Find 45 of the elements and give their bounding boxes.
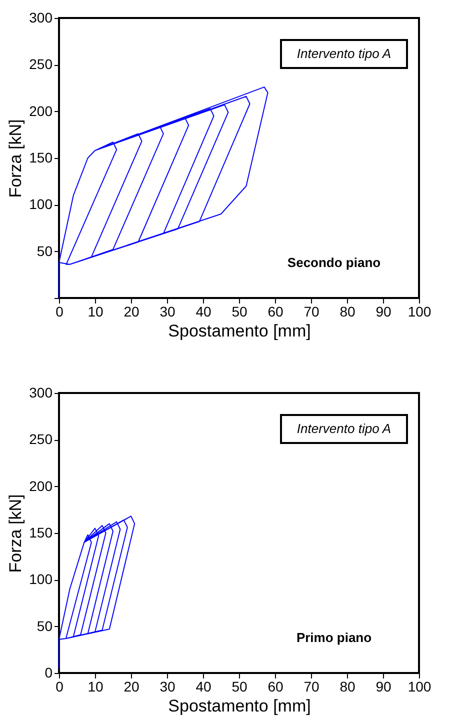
x-tick-label: 100 (408, 678, 432, 694)
x-tick-label: 60 (268, 678, 284, 694)
x-tick-label: 0 (56, 678, 64, 694)
x-axis-title: Spostamento [mm] (168, 696, 311, 716)
y-tick-label: 100 (29, 196, 53, 212)
annotation: Intervento tipo A (296, 46, 392, 61)
x-tick-label: 80 (340, 304, 356, 320)
x-tick-label: 0 (56, 304, 64, 320)
x-tick-label: 60 (268, 304, 284, 320)
y-tick-label: 250 (29, 56, 53, 72)
x-tick-label: 90 (376, 678, 392, 694)
x-tick-label: 30 (160, 678, 176, 694)
line-series (58, 516, 136, 669)
y-tick-label: 0 (44, 664, 53, 680)
x-tick-label: 50 (232, 304, 248, 320)
y-tick-label: 200 (29, 478, 53, 494)
y-axis-title: Forza [kN] (6, 119, 26, 198)
x-tick-label: 20 (124, 304, 140, 320)
x-tick-label: 50 (232, 678, 248, 694)
y-axis-title: Forza [kN] (6, 494, 26, 573)
x-tick-label: 10 (88, 678, 104, 694)
x-tick-label: 30 (160, 304, 176, 320)
annotation: Intervento tipo A (296, 421, 392, 436)
x-tick-label: 70 (304, 678, 320, 694)
x-tick-label: 90 (376, 304, 392, 320)
x-tick-label: 70 (304, 304, 320, 320)
y-tick-label: 50 (36, 618, 53, 634)
x-tick-label: 80 (340, 678, 356, 694)
y-tick-label: 300 (29, 384, 53, 400)
y-tick-label: 300 (29, 10, 53, 26)
x-tick-label: 40 (196, 304, 212, 320)
line-series (58, 86, 268, 298)
y-tick-label: 150 (29, 524, 53, 540)
x-tick-label: 100 (408, 304, 432, 320)
y-tick-label: 150 (29, 150, 53, 166)
y-tick-label: 250 (29, 431, 53, 448)
x-tick-label: 10 (88, 304, 104, 320)
y-tick-label: 50 (36, 242, 53, 259)
y-tick-label: 200 (29, 102, 53, 119)
x-axis-title: Spostamento [mm] (168, 322, 311, 340)
x-tick-label: 40 (196, 678, 212, 694)
annotation: Secondo piano (287, 255, 381, 270)
y-tick-label: 100 (29, 571, 53, 588)
annotation: Primo piano (296, 630, 372, 645)
x-tick-label: 20 (124, 678, 140, 694)
